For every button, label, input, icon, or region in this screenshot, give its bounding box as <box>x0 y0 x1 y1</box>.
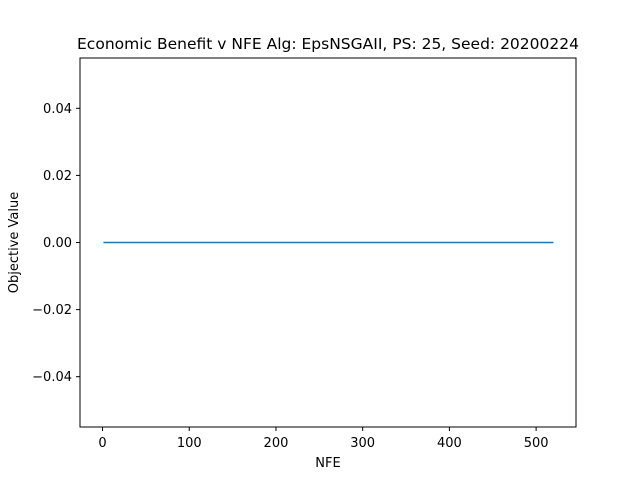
x-tick-label: 0 <box>98 436 106 451</box>
x-tick-label: 100 <box>177 436 202 451</box>
x-tick-label: 400 <box>437 436 462 451</box>
x-tick-label: 200 <box>264 436 289 451</box>
x-axis: 0 100 200 300 400 500 <box>98 427 549 451</box>
y-tick-label: 0.04 <box>43 102 72 117</box>
y-tick-label: −0.02 <box>32 303 72 318</box>
x-tick-label: 500 <box>524 436 549 451</box>
y-tick-label: −0.04 <box>32 370 72 385</box>
y-axis: −0.04 −0.02 0.00 0.02 0.04 <box>32 102 80 385</box>
x-axis-label: NFE <box>315 456 340 471</box>
x-tick-label: 300 <box>350 436 375 451</box>
y-tick-label: 0.00 <box>43 236 72 251</box>
chart-title: Economic Benefit v NFE Alg: EpsNSGAII, P… <box>77 35 579 53</box>
y-tick-label: 0.02 <box>43 169 72 184</box>
plot-area <box>79 57 577 428</box>
y-axis-label: Objective Value <box>7 192 22 293</box>
